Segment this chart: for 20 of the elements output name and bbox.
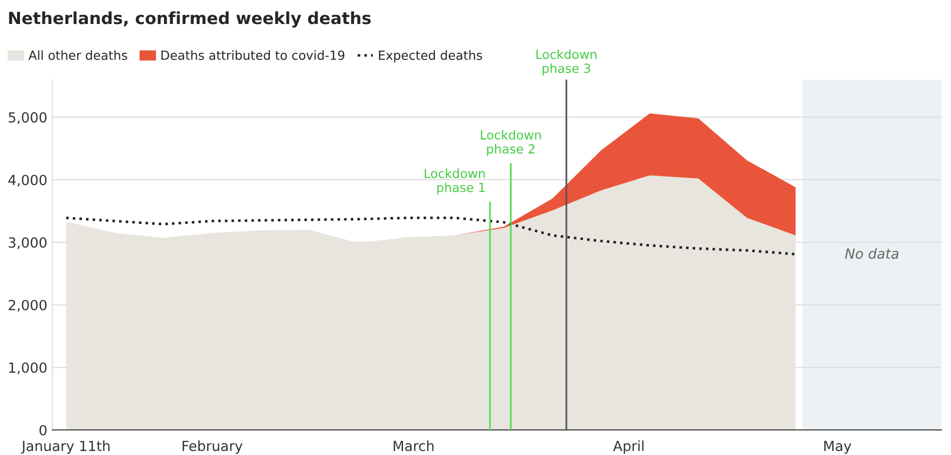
- chart-title: Netherlands, confirmed weekly deaths: [9, 11, 371, 28]
- line-series: [64, 216, 797, 256]
- legend-label: Deaths attributed to covid-19: [161, 50, 344, 60]
- x-tick-label: February: [182, 440, 242, 454]
- y-tick-label: 0: [40, 424, 47, 436]
- ref-line-label: Lockdown phase 1: [424, 168, 485, 195]
- legend-label: All other deaths: [28, 50, 128, 60]
- y-tick-label: 2,000: [8, 300, 47, 312]
- x-tick-label: January 11th: [20, 440, 110, 454]
- y-tick-label: 4,000: [8, 174, 47, 187]
- band-label: No data: [845, 248, 898, 259]
- y-tick-label: 5,000: [8, 112, 47, 124]
- y-tick-label: 3,000: [8, 237, 47, 250]
- x-tick-label: April: [613, 440, 644, 454]
- x-tick-label: March: [394, 440, 434, 452]
- ref-line-label: Lockdown phase 3: [536, 49, 596, 76]
- legend-label: Expected deaths: [378, 50, 482, 62]
- y-tick-label: 1,000: [9, 362, 47, 374]
- ref-line-label: Lockdown phase 2: [480, 130, 541, 156]
- x-tick-label: May: [824, 440, 852, 454]
